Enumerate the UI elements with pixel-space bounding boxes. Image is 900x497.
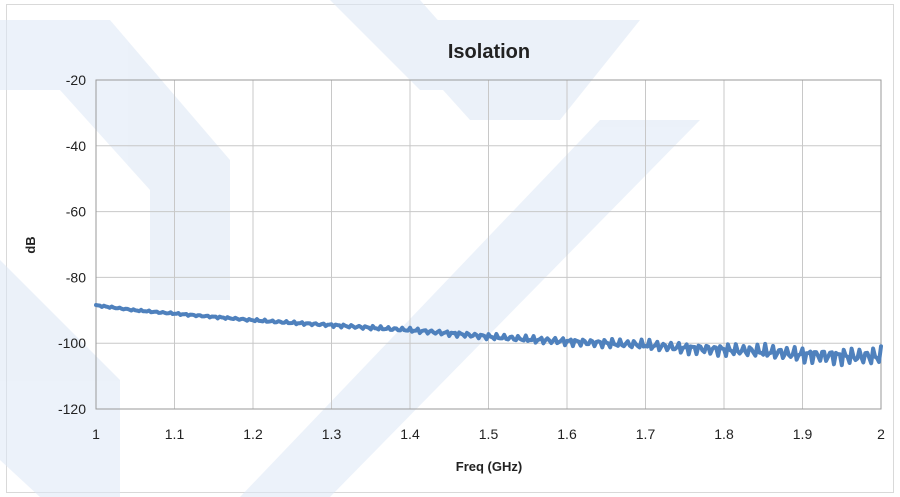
x-axis-title: Freq (GHz) [456,459,522,474]
y-tick-label: -120 [58,401,86,417]
y-tick-label: -100 [58,335,86,351]
x-tick-label: 1.9 [793,426,813,442]
x-tick-label: 1.6 [557,426,577,442]
x-tick-label: 1.3 [322,426,342,442]
x-tick-label: 2 [877,426,885,442]
chart-title: Isolation [448,41,530,63]
isolation-series-line [94,303,883,368]
y-axis-title: dB [23,236,38,253]
gridlines [95,79,882,410]
x-tick-label: 1.8 [714,426,734,442]
y-tick-label: -40 [66,138,86,154]
y-tick-label: -80 [66,269,86,285]
plot-area [95,79,882,410]
y-tick-label: -20 [66,72,86,88]
x-tick-label: 1.2 [243,426,263,442]
y-tick-label: -60 [66,204,86,220]
x-tick-label: 1.7 [636,426,656,442]
x-tick-label: 1.1 [165,426,185,442]
chart-frame [6,4,894,493]
x-tick-label: 1.4 [400,426,420,442]
x-tick-label: 1 [92,426,100,442]
x-tick-label: 1.5 [479,426,499,442]
y-axis-ticks: -20 -40 -60 -80 -100 -120 [58,72,86,417]
x-axis-ticks: 1 1.1 1.2 1.3 1.4 1.5 1.6 1.7 1.8 1.9 2 [92,426,885,442]
